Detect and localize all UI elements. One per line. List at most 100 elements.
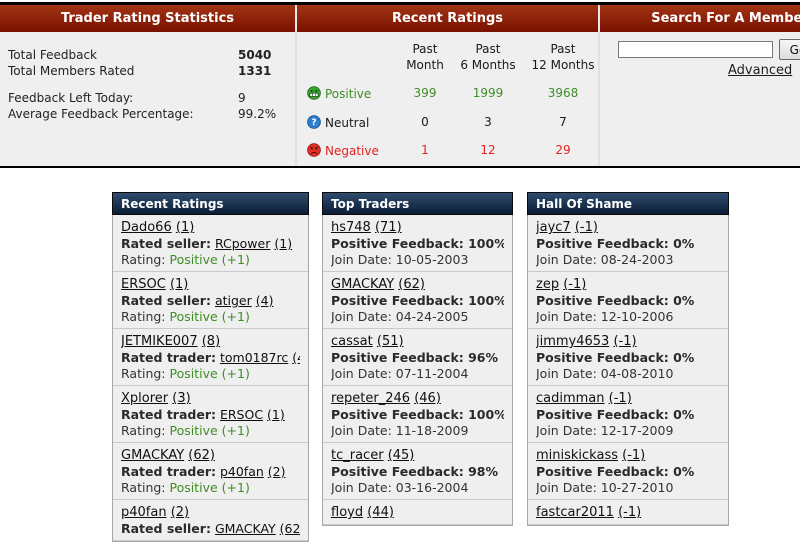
list-item: floyd (44) [323,500,512,525]
advanced-search-link[interactable]: Advanced [728,63,793,78]
user-link[interactable]: hs748 [331,220,371,235]
user-link[interactable]: GMACKAY [331,277,395,292]
entry-rating-line: Rating: Positive (+1) [121,366,300,382]
search-member-header: Search For A Member [600,5,800,32]
user-link[interactable]: p40fan [121,505,167,520]
neutral-past-12-months: 7 [559,115,567,129]
total-members-value: 1331 [238,64,272,78]
target-user-link[interactable]: tom0187rc [219,350,289,365]
target-user-link[interactable]: p40fan [219,464,264,479]
entry-user-line: tc_racer (45) [331,448,504,464]
trader-stats-section: Total Feedback 5040 Total Members Rated … [0,32,295,166]
feedback-percentage-text: Positive Feedback: 0% [536,236,695,251]
user-count-link[interactable]: (62) [188,448,215,463]
user-link[interactable]: fastcar2011 [536,505,614,520]
user-link[interactable]: repeter_246 [331,391,411,406]
user-count-link[interactable]: (51) [376,334,404,349]
entry-rating-line: Rating: Positive (+1) [121,309,300,325]
search-go-button[interactable]: Go [779,39,800,60]
target-count-link[interactable]: (4) [292,350,300,365]
entry-role-line: Rated seller: GMACKAY (62) [121,521,300,537]
user-count-link[interactable]: (45) [387,448,415,463]
user-count-link[interactable]: (-1) [563,277,587,292]
user-link[interactable]: floyd [331,505,364,520]
join-date-text: Join Date: 04-24-2005 [331,309,469,324]
target-count-link[interactable]: (2) [267,464,286,479]
user-count-link[interactable]: (1) [169,277,189,292]
user-count-link[interactable]: (2) [170,505,190,520]
target-count-link[interactable]: (62) [279,521,300,536]
user-count-link[interactable]: (3) [172,391,191,406]
role-label: Rated trader: [121,407,216,422]
user-link[interactable]: jimmy4653 [536,334,610,349]
user-count-link[interactable]: (44) [367,505,394,520]
join-date-text: Join Date: 07-11-2004 [331,366,469,381]
neutral-past-6-months: 3 [484,115,492,129]
rating-label: Rating: [121,366,166,381]
user-link[interactable]: cassat [331,334,373,349]
user-count-link[interactable]: (-1) [613,334,637,349]
entry-user-line: floyd (44) [331,505,504,521]
role-label: Rated trader: [121,464,216,479]
target-user-link[interactable]: ERSOC [219,407,264,422]
member-search-input[interactable] [618,41,773,58]
role-label: Rated seller: [121,521,211,536]
user-count-link[interactable]: (46) [414,391,441,406]
recent-ratings-panel-title: Recent Ratings [112,192,309,215]
user-count-link[interactable]: (1) [175,220,195,235]
join-date-text: Join Date: 10-27-2010 [536,480,674,495]
entry-user-line: cadimman (-1) [536,391,720,407]
target-count-link[interactable]: (1) [274,236,293,251]
user-link[interactable]: miniskickass [536,448,618,463]
user-link[interactable]: tc_racer [331,448,384,463]
recent-ratings-header: Recent Ratings [297,5,598,32]
user-count-link[interactable]: (8) [201,334,221,349]
target-user-link[interactable]: GMACKAY [214,521,276,536]
hall-of-shame-panel-title: Hall Of Shame [527,192,729,215]
neutral-row-label: ? Neutral [307,115,369,132]
neutral-smiley-icon: ? [307,115,321,132]
user-count-link[interactable]: (-1) [618,505,642,520]
join-date-text: Join Date: 04-08-2010 [536,366,674,381]
negative-smiley-icon [307,143,321,160]
user-count-link[interactable]: (-1) [622,448,646,463]
user-link[interactable]: Dado66 [121,220,172,235]
feedback-percentage-text: Positive Feedback: 98% [331,464,499,479]
positive-past-12-months: 3968 [547,86,579,100]
col-header-past-month: Past Month [406,42,444,72]
entry-rating-line: Rating: Positive (+1) [121,480,300,496]
list-item: GMACKAY (62) Rated trader: p40fan (2) Rati… [113,443,308,500]
user-count-link[interactable]: (62) [398,277,425,292]
user-count-link[interactable]: (-1) [574,220,598,235]
user-link[interactable]: cadimman [536,391,605,406]
user-link[interactable]: GMACKAY [121,448,185,463]
join-date-text: Join Date: 11-18-2009 [331,423,469,438]
user-link[interactable]: JETMIKE007 [121,334,198,349]
list-item: hs748 (71) Positive Feedback: 100% Join Da… [323,215,512,272]
user-count-link[interactable]: (71) [374,220,402,235]
target-user-link[interactable]: RCpower [214,236,271,251]
entry-role-line: Rated trader: p40fan (2) [121,464,300,480]
col-header-past-12-months: Past 12 Months [531,42,595,72]
user-link[interactable]: jayc7 [536,220,571,235]
user-link[interactable]: ERSOC [121,277,166,292]
list-item: ERSOC (1) Rated seller: atiger (4) Rating:… [113,272,308,329]
avg-feedback-value: 99.2% [238,107,277,121]
top-black-strip [0,2,800,5]
target-user-link[interactable]: atiger [214,293,252,308]
target-count-link[interactable]: (1) [267,407,285,422]
recent-ratings-panel-body: Dado66 (1) Rated seller: RCpower (1) Ratin… [112,215,309,542]
entry-user-line: ERSOC (1) [121,277,300,293]
join-date-text: Join Date: 08-24-2003 [536,252,674,267]
top-traders-panel: Top Traders hs748 (71) Positive Feedback:… [322,192,513,526]
user-link[interactable]: zep [536,277,560,292]
section-separator [295,32,297,166]
user-link[interactable]: Xplorer [121,391,169,406]
entry-user-line: Dado66 (1) [121,220,300,236]
list-item: jimmy4653 (-1) Positive Feedback: 0% Join … [528,329,728,386]
user-count-link[interactable]: (-1) [608,391,632,406]
target-count-link[interactable]: (4) [255,293,274,308]
entry-user-line: jayc7 (-1) [536,220,720,236]
entry-user-line: GMACKAY (62) [121,448,300,464]
list-item: repeter_246 (46) Positive Feedback: 100% J… [323,386,512,443]
